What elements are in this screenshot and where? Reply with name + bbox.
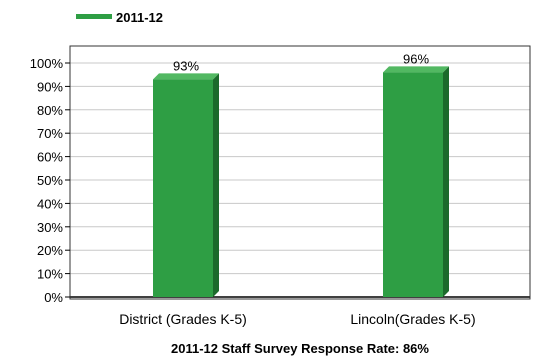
y-tick-label: 80%	[37, 103, 63, 118]
y-tick-label: 0%	[44, 290, 63, 305]
legend: 2011-12	[76, 10, 163, 25]
data-label: 96%	[403, 51, 429, 66]
bar-2	[383, 66, 449, 297]
y-tick-label: 50%	[37, 173, 63, 188]
x-category-label: Lincoln(Grades K-5)	[350, 311, 475, 327]
y-tick-label: 90%	[37, 79, 63, 94]
bar-front	[383, 72, 443, 297]
legend-swatch-2011-12	[76, 14, 112, 19]
legend-label-2011-12: 2011-12	[116, 10, 163, 25]
data-label: 93%	[173, 58, 199, 73]
y-tick-label: 30%	[37, 220, 63, 235]
bars	[153, 66, 449, 297]
y-tick-label: 70%	[37, 126, 63, 141]
y-tick-label: 40%	[37, 196, 63, 211]
y-tick-label: 100%	[30, 56, 64, 71]
bar-top	[383, 66, 449, 73]
y-tick-label: 60%	[37, 150, 63, 165]
gridlines	[70, 62, 530, 298]
bar-1	[153, 73, 219, 297]
x-category-label: District (Grades K-5)	[119, 311, 247, 327]
data-labels: 93% 96%	[173, 51, 429, 73]
bar-top	[153, 73, 219, 80]
plot-frame	[69, 45, 531, 300]
bar-side	[213, 73, 219, 297]
bar-side	[443, 66, 449, 297]
x-axis-categories: District (Grades K-5) Lincoln(Grades K-5)	[119, 311, 475, 327]
y-tick-label: 10%	[37, 267, 63, 282]
bar-front	[153, 79, 213, 297]
chart-caption: 2011-12 Staff Survey Response Rate: 86%	[171, 341, 429, 356]
y-tick-label: 20%	[37, 243, 63, 258]
y-axis-ticks: 0% 10% 20% 30% 40% 50% 60% 70% 80% 90% 100%	[30, 56, 70, 305]
